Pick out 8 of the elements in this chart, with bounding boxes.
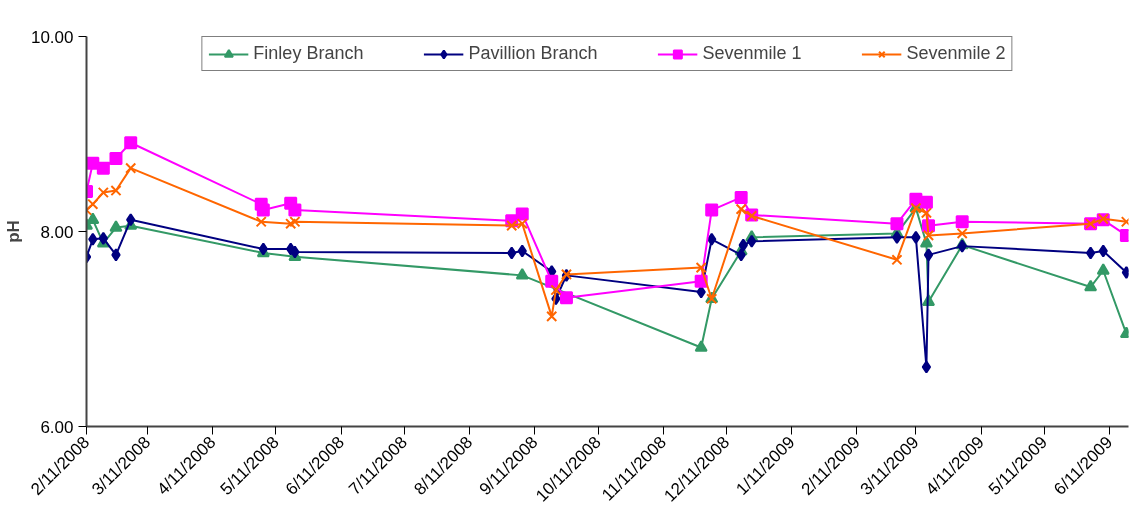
y-tick-label: 8.00 [40,222,74,242]
y-tick-label: 6.00 [40,417,74,437]
legend-label: Sevenmile 1 [702,43,802,64]
legend-label: Sevenmile 2 [906,43,1006,64]
y-axis-title: pH [3,220,23,243]
y-tick-label: 10.00 [30,27,74,47]
legend-label: Pavillion Branch [468,43,598,64]
legend-label: Finley Branch [253,43,364,64]
